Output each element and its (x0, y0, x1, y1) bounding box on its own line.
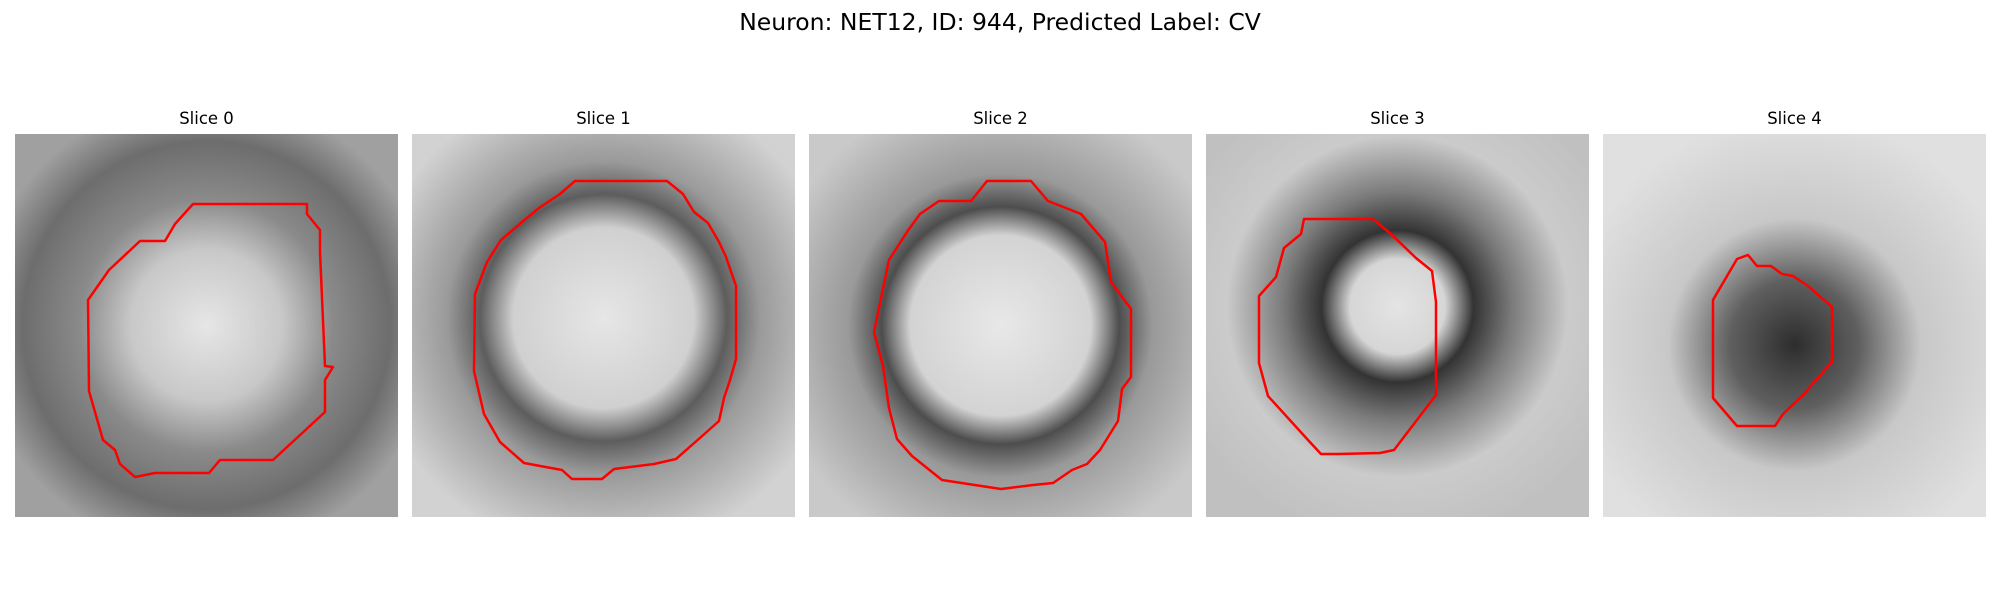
slice-panel-1: Slice 1 (412, 108, 795, 517)
cell-contour (872, 179, 1133, 491)
cell-contour (1711, 253, 1834, 428)
slice-panel-0: Slice 0 (15, 108, 398, 517)
microscopy-image-slice-2 (809, 134, 1192, 517)
image-background (809, 134, 1192, 517)
image-background (412, 134, 795, 517)
cell-contour (86, 202, 335, 479)
slice-title: Slice 3 (1370, 109, 1425, 128)
slice-panel-4: Slice 4 (1603, 108, 1986, 517)
slice-panel-2: Slice 2 (809, 108, 1192, 517)
cell-contour (1257, 217, 1438, 456)
slice-title: Slice 0 (179, 109, 234, 128)
microscopy-image-slice-4 (1603, 134, 1986, 517)
image-background (1206, 134, 1589, 517)
image-background (15, 134, 398, 517)
slice-title: Slice 1 (576, 109, 631, 128)
figure-title: Neuron: NET12, ID: 944, Predicted Label:… (739, 8, 1261, 36)
slice-panel-3: Slice 3 (1206, 108, 1589, 517)
microscopy-image-slice-3 (1206, 134, 1589, 517)
image-background (1603, 134, 1986, 517)
microscopy-image-slice-0 (15, 134, 398, 517)
cell-contour (472, 179, 738, 481)
slice-title: Slice 2 (973, 109, 1028, 128)
slice-title: Slice 4 (1767, 109, 1822, 128)
microscopy-image-slice-1 (412, 134, 795, 517)
